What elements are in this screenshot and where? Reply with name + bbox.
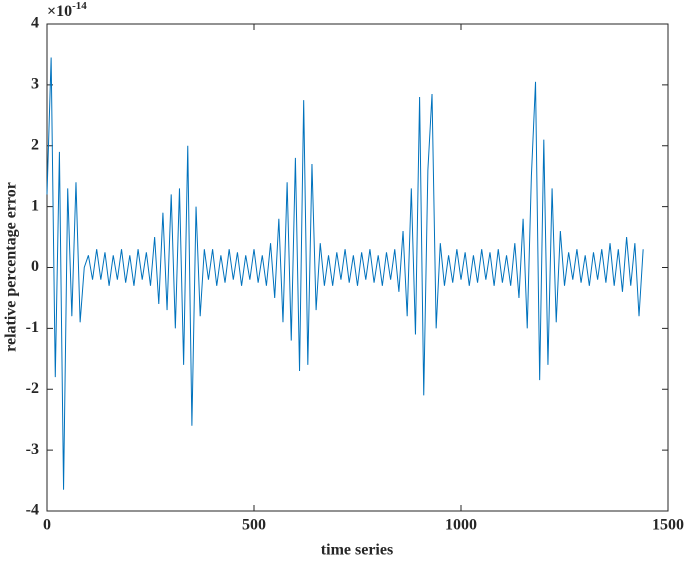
y-tick-label: -1 bbox=[26, 319, 39, 336]
x-tick-label: 1500 bbox=[652, 517, 684, 534]
y-axis-label: relative percentage error bbox=[3, 182, 20, 352]
multiplier-exponent: -14 bbox=[72, 0, 87, 12]
y-tick-label: 1 bbox=[31, 197, 39, 214]
y-tick-label: 3 bbox=[31, 76, 39, 93]
y-tick-label: 2 bbox=[31, 136, 39, 153]
x-axis-label: time series bbox=[321, 542, 393, 559]
y-tick-label: 4 bbox=[31, 15, 39, 32]
y-tick-label: -2 bbox=[26, 380, 39, 397]
y-tick-label: -3 bbox=[26, 441, 39, 458]
y-tick-label: 0 bbox=[31, 258, 39, 275]
multiplier-base: ×10 bbox=[47, 3, 72, 20]
y-multiplier: ×10-14 bbox=[47, 0, 87, 20]
x-tick-label: 1000 bbox=[445, 517, 477, 534]
data-line bbox=[46, 57, 644, 490]
y-tick-label: -4 bbox=[26, 502, 39, 519]
x-tick-label: 0 bbox=[43, 517, 51, 534]
x-tick-label: 500 bbox=[242, 517, 266, 534]
